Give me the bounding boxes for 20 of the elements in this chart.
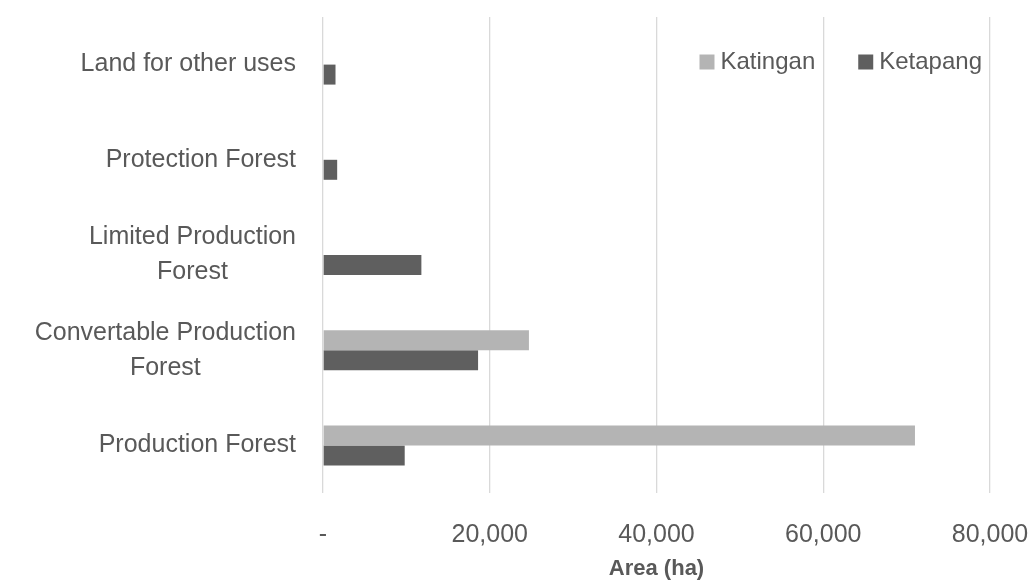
y-tick-label: Protection Forest: [105, 143, 297, 172]
bar: [323, 350, 479, 371]
x-tick-label: 40,000: [618, 518, 695, 547]
y-tick-label: Land for other uses: [80, 48, 296, 77]
bar: [323, 255, 422, 275]
bar: [323, 64, 336, 85]
y-tick-label: Convertable Production Forest: [34, 316, 297, 380]
legend-label: Ketapang: [879, 46, 982, 74]
legend-label: Katingan: [720, 46, 816, 74]
bar: [323, 445, 405, 466]
x-tick-label: 60,000: [785, 518, 862, 547]
bar: [323, 330, 529, 351]
bar: [323, 159, 338, 180]
y-tick-label: Production Forest: [98, 429, 297, 458]
y-tick-label: Limited Production Forest: [88, 221, 296, 285]
x-tick-label: -: [318, 518, 328, 547]
x-axis-title: Area (ha): [608, 554, 705, 580]
x-tick-label: 20,000: [451, 518, 528, 547]
bar: [323, 425, 915, 446]
x-tick-label: 80,000: [951, 518, 1029, 547]
